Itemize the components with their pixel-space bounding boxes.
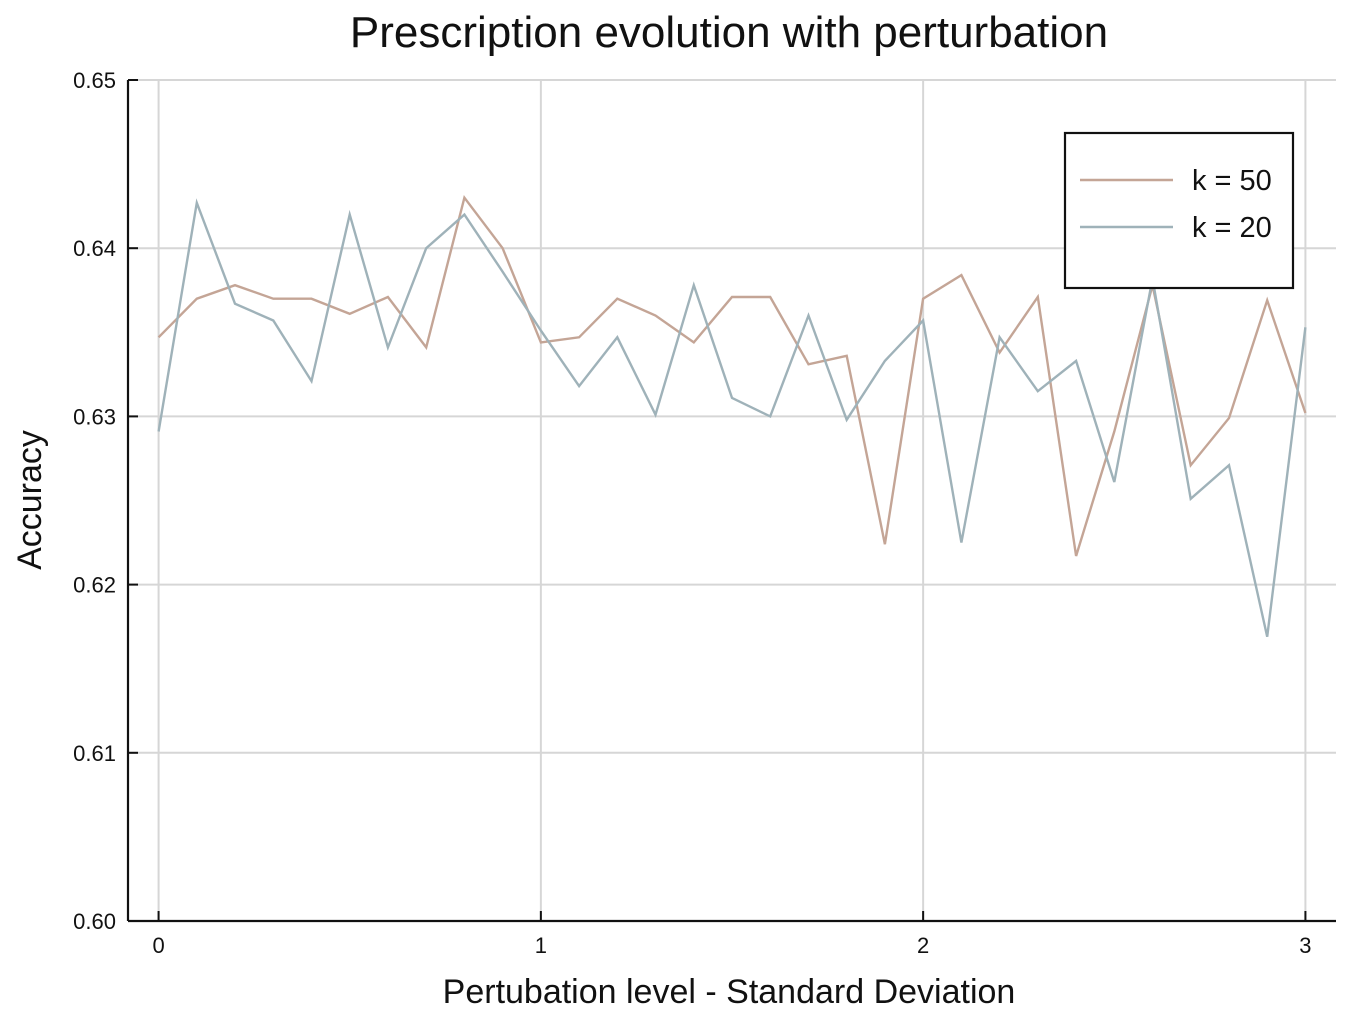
y-tick-label: 0.65 [73,68,116,93]
grid-lines [128,79,1336,921]
y-tick-label: 0.64 [73,236,116,261]
y-tick-label: 0.60 [73,909,116,934]
x-tick-label: 1 [535,933,547,958]
y-tick-label: 0.62 [73,573,116,598]
ticks: 0.60 0.61 0.62 0.63 0.64 0.65 0 1 2 3 [73,68,1311,958]
x-axis-label: Pertubation level - Standard Deviation [443,973,1016,1011]
y-axis-label: Accuracy [11,430,49,570]
y-tick-label: 0.61 [73,741,116,766]
series-lines [157,194,1307,637]
x-tick-label: 0 [152,933,164,958]
x-tick-label: 2 [917,933,929,958]
axes [126,80,1336,923]
series-line-k20 [157,198,1307,637]
legend-label: k = 50 [1192,165,1272,197]
x-tick-label: 3 [1299,933,1311,958]
series-line-k50 [157,194,1307,557]
legend-label: k = 20 [1192,212,1272,244]
chart-title: Prescription evolution with perturbation [350,8,1108,57]
legend: k = 50 k = 20 [1063,131,1295,290]
legend-box [1063,131,1295,290]
y-tick-label: 0.63 [73,404,116,429]
